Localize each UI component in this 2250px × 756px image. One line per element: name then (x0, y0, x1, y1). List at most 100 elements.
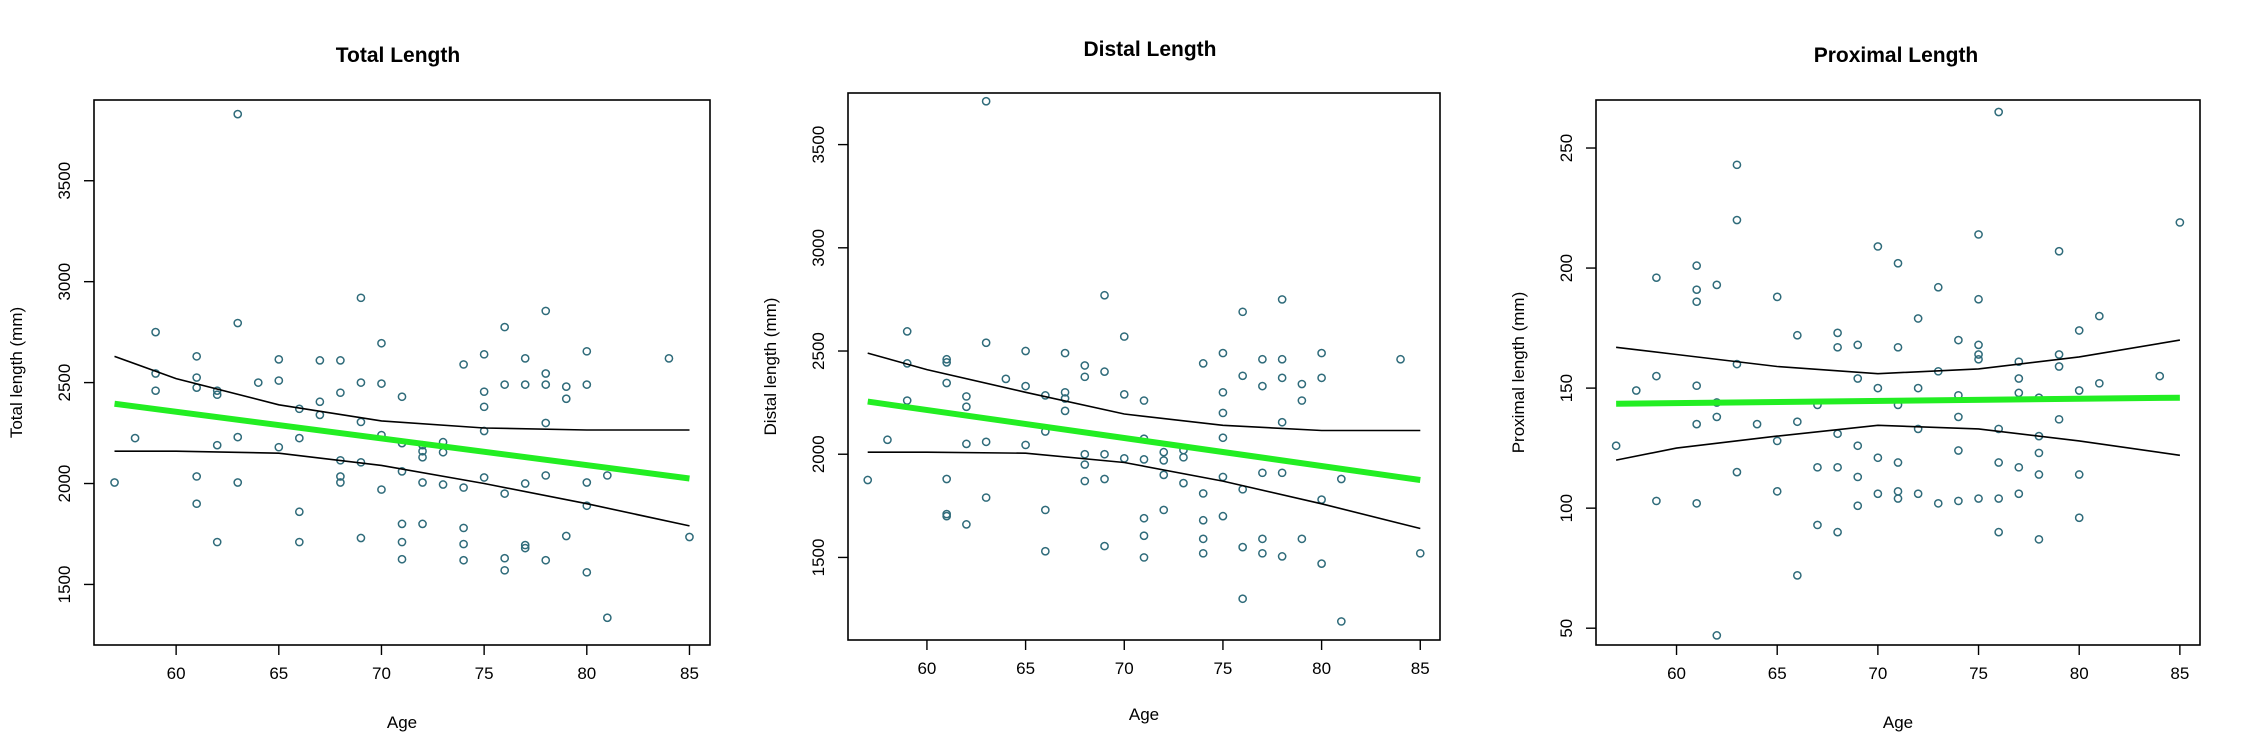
data-point (602, 613, 612, 623)
data-point (883, 435, 892, 445)
data-point (1792, 571, 1802, 580)
y-tick-label: 50 (1557, 619, 1576, 638)
data-point (1218, 472, 1228, 482)
y-tick-label: 150 (1557, 374, 1576, 402)
data-point (397, 392, 407, 402)
x-tick-label: 70 (1115, 659, 1134, 678)
data-point (1893, 494, 1903, 503)
data-point (151, 327, 160, 337)
data-point (2014, 462, 2024, 472)
data-point (1974, 354, 1983, 364)
data-point (541, 555, 551, 565)
data-point (459, 555, 468, 565)
data-point (561, 531, 571, 541)
data-point (1631, 386, 1641, 395)
data-point (541, 306, 551, 316)
x-tick-label: 85 (680, 664, 699, 683)
y-tick-label: 3500 (55, 162, 74, 200)
data-point (2034, 535, 2044, 544)
plot-panel: Total Length 60 65 70 75 80 85 1500 2000 2500 3000… (7, 44, 711, 732)
data-point (377, 379, 386, 388)
confidence-lower-line (867, 451, 1421, 530)
x-tick-label: 70 (372, 664, 391, 683)
data-point (541, 380, 551, 389)
confidence-lower-line (1615, 424, 2181, 461)
data-point (602, 471, 612, 480)
data-point (1853, 374, 1863, 383)
data-point (274, 355, 284, 364)
data-point (1218, 348, 1228, 358)
data-point (1336, 617, 1346, 626)
data-point (1336, 474, 1346, 484)
data-point (110, 478, 119, 487)
data-point (459, 539, 468, 549)
data-point (500, 322, 510, 332)
x-tick-label: 85 (2170, 664, 2189, 683)
data-point (981, 493, 991, 502)
data-point (902, 396, 912, 405)
data-point (520, 354, 530, 363)
data-point (397, 519, 407, 529)
data-point (192, 373, 202, 382)
data-point (1218, 408, 1228, 418)
data-point (336, 388, 345, 398)
data-point (1238, 542, 1248, 552)
data-point (541, 418, 551, 428)
data-point (1021, 381, 1030, 391)
data-point (1198, 534, 1208, 544)
data-point (1913, 424, 1923, 434)
data-point (1139, 531, 1149, 541)
data-point (582, 501, 592, 511)
data-point (1611, 441, 1621, 451)
data-point (1792, 330, 1802, 340)
data-point (336, 472, 345, 481)
data-point (1218, 511, 1228, 521)
data-point (2014, 357, 2024, 367)
data-point (2074, 513, 2084, 523)
data-point (1652, 273, 1661, 283)
data-point (1994, 494, 2004, 503)
data-point (1712, 631, 1722, 640)
y-tick-label: 3000 (809, 229, 828, 267)
data-point (315, 356, 325, 365)
x-tick-label: 80 (1312, 659, 1331, 678)
data-point (459, 360, 468, 369)
data-point (1994, 107, 2004, 117)
data-point (479, 387, 489, 397)
data-point (1100, 541, 1109, 551)
data-point (1833, 462, 1842, 472)
x-tick-label: 75 (475, 664, 494, 683)
data-point (1139, 513, 1149, 523)
x-axis-label: Age (1883, 713, 1913, 732)
data-point (294, 433, 304, 443)
x-tick-label: 65 (1768, 664, 1787, 683)
data-point (1100, 449, 1109, 459)
data-point (1198, 515, 1208, 525)
data-point (1913, 489, 1923, 499)
data-point (1792, 417, 1802, 427)
data-point (1198, 489, 1208, 498)
x-tick-label: 75 (1969, 664, 1988, 683)
data-point (1040, 546, 1050, 556)
x-tick-label: 65 (269, 664, 288, 683)
data-point (2014, 489, 2024, 499)
data-point (1813, 462, 1822, 472)
y-tick-label: 3000 (55, 263, 74, 301)
data-point (1954, 412, 1963, 422)
data-point (1317, 373, 1326, 383)
y-tick-label: 250 (1557, 134, 1576, 162)
data-point (1179, 452, 1188, 462)
data-point (962, 520, 971, 529)
data-point (1853, 472, 1863, 482)
data-point (1974, 494, 1983, 503)
data-point (1100, 290, 1109, 300)
data-point (356, 293, 366, 303)
data-point (356, 533, 366, 543)
data-point (377, 338, 386, 348)
y-tick-label: 2000 (809, 435, 828, 473)
x-tick-label: 80 (577, 664, 596, 683)
data-point (582, 380, 592, 389)
data-point (1060, 394, 1070, 403)
data-point (1994, 527, 2004, 537)
data-point (1752, 419, 1762, 429)
